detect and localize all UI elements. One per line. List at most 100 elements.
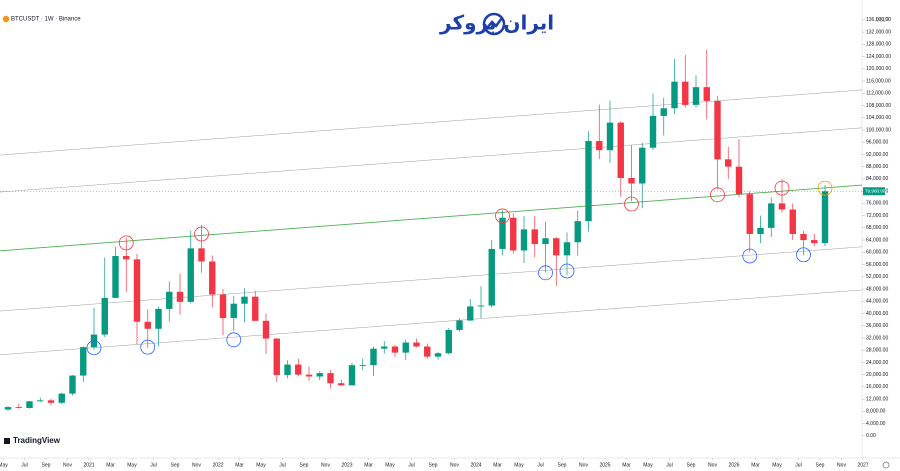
trend-line <box>0 89 863 156</box>
candle-body <box>219 294 227 319</box>
y-tick-label: 20,000.00 <box>866 372 888 378</box>
candle-body <box>768 203 775 228</box>
x-tick-label: Sep <box>558 462 567 468</box>
candle-body <box>520 229 528 251</box>
candle-body <box>26 401 33 408</box>
candle-body <box>241 296 248 304</box>
candle-body <box>735 166 743 195</box>
x-tick-label: 2025 <box>599 462 610 468</box>
candle-body <box>671 81 678 109</box>
y-tick-label: 88,000.00 <box>866 164 888 170</box>
x-tick-label: May <box>256 462 266 468</box>
candle-body <box>692 87 700 105</box>
x-tick-label: 2023 <box>341 462 352 468</box>
x-tick-label: Nov <box>192 462 201 468</box>
candle-body <box>649 115 657 148</box>
symbol-label: BTCUSDT · 1W · Binance <box>11 17 81 23</box>
y-tick-label: 28,000.00 <box>866 348 888 354</box>
annotation-circle <box>194 226 209 242</box>
y-tick-label: 4,000.00 <box>866 421 886 427</box>
y-tick-label: 12,000.00 <box>866 396 888 402</box>
candle-body <box>338 383 345 386</box>
candle-body <box>69 375 76 394</box>
candle-body <box>682 81 689 105</box>
candle-body <box>112 255 119 298</box>
x-tick-label: Nov <box>63 462 72 468</box>
candle-body <box>488 248 495 306</box>
candle-body <box>639 147 646 184</box>
trend-line <box>0 246 863 312</box>
trend-line <box>0 184 863 252</box>
settings-icon[interactable] <box>882 461 890 469</box>
y-tick-label: 48,000.00 <box>866 286 888 292</box>
brand-icon <box>4 438 10 444</box>
y-tick-label: 24,000.00 <box>866 360 888 366</box>
x-tick-label: May <box>514 462 524 468</box>
x-tick-label: Jul <box>408 462 414 468</box>
candle-body <box>703 87 710 101</box>
x-tick-label: Jul <box>666 462 672 468</box>
x-tick-label: 2022 <box>212 462 223 468</box>
x-tick-label: 2027 <box>857 462 868 468</box>
y-tick-label: 16,000.00 <box>866 384 888 390</box>
logo-icon <box>482 12 506 36</box>
candle-body <box>617 122 624 178</box>
candle-body <box>80 347 87 376</box>
y-tick-label: 84,000.00 <box>866 176 888 182</box>
x-tick-label: Jul <box>795 462 801 468</box>
candle-body <box>606 122 614 151</box>
candle-body <box>757 227 764 234</box>
candle-body <box>821 191 829 244</box>
y-tick-label: 8,000.00 <box>866 409 886 415</box>
x-tick-label: Jul <box>150 462 156 468</box>
x-tick-label: Sep <box>687 462 696 468</box>
x-tick-label: Jul <box>537 462 543 468</box>
y-tick-label: 0.00 <box>866 433 876 439</box>
candle-body <box>381 346 388 349</box>
annotation-circle <box>774 180 790 196</box>
y-tick-label: 108,000.00 <box>866 103 891 109</box>
candle-body <box>424 346 431 357</box>
candle-body <box>725 159 732 167</box>
candle-body <box>402 342 409 353</box>
y-tick-label: 96,000.00 <box>866 140 888 146</box>
candle-body <box>585 140 592 222</box>
candle-body <box>563 242 571 256</box>
candle-body <box>155 308 162 329</box>
candle-body <box>58 393 65 403</box>
x-tick-label: Mar <box>493 462 502 468</box>
candle-body <box>413 342 420 347</box>
x-tick-label: Jul <box>21 462 27 468</box>
candle-body <box>510 217 517 251</box>
candle-body <box>553 238 560 256</box>
trend-line <box>0 289 863 356</box>
candle-body <box>166 291 173 309</box>
candle-body <box>778 203 786 210</box>
candle-body <box>176 291 184 302</box>
candle-body <box>434 353 442 357</box>
candle-body <box>370 348 377 366</box>
x-tick-label: Sep <box>300 462 309 468</box>
last-price-tag <box>863 187 885 196</box>
candle-body <box>295 364 302 375</box>
candle-body <box>198 248 205 262</box>
x-tick-label: Jul <box>279 462 285 468</box>
x-tick-label: Sep <box>816 462 825 468</box>
x-tick-label: Nov <box>708 462 717 468</box>
x-tick-label: 2024 <box>470 462 481 468</box>
candle-body <box>800 233 807 241</box>
candle-body <box>467 306 474 321</box>
y-tick-label: 76,000.00 <box>866 201 888 207</box>
annotation-circle <box>140 339 156 355</box>
candle-body <box>37 400 44 402</box>
candle-body <box>746 194 753 234</box>
y-tick-label: 40,000.00 <box>866 311 888 317</box>
x-tick-label: Mar <box>235 462 244 468</box>
candle-body <box>209 261 216 295</box>
y-tick-label: 64,000.00 <box>866 237 888 243</box>
annotation-circle <box>538 265 553 281</box>
annotation-circle <box>118 235 134 251</box>
candle-body <box>789 209 796 234</box>
candle-body <box>499 217 506 249</box>
